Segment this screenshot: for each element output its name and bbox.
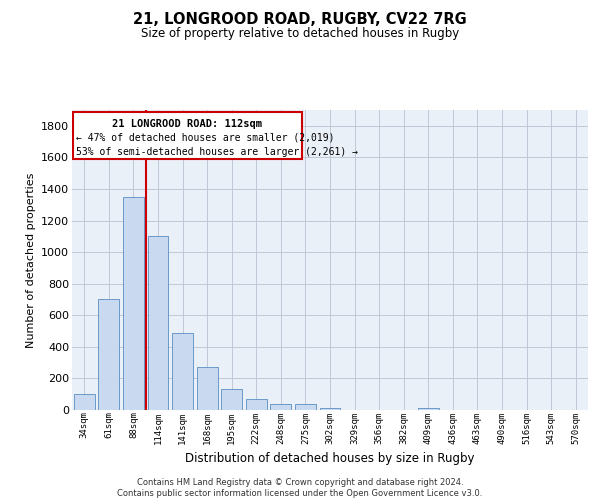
Bar [246,399,267,410]
X-axis label: Distribution of detached houses by size in Rugby: Distribution of detached houses by size … [185,452,475,465]
Y-axis label: Number of detached properties: Number of detached properties [26,172,35,348]
Text: Size of property relative to detached houses in Rugby: Size of property relative to detached ho… [141,28,459,40]
Text: 21, LONGROOD ROAD, RUGBY, CV22 7RG: 21, LONGROOD ROAD, RUGBY, CV22 7RG [133,12,467,28]
FancyBboxPatch shape [73,112,302,159]
Bar [320,408,340,410]
Bar [172,332,193,410]
Bar [271,404,292,410]
Text: 53% of semi-detached houses are larger (2,261) →: 53% of semi-detached houses are larger (… [76,147,358,157]
Bar [74,394,95,410]
Text: ← 47% of detached houses are smaller (2,019): ← 47% of detached houses are smaller (2,… [76,133,334,143]
Bar [148,236,169,410]
Text: 21 LONGROOD ROAD: 112sqm: 21 LONGROOD ROAD: 112sqm [112,119,262,129]
Text: Contains HM Land Registry data © Crown copyright and database right 2024.
Contai: Contains HM Land Registry data © Crown c… [118,478,482,498]
Bar [197,368,218,410]
Bar [123,197,144,410]
Bar [98,300,119,410]
Bar [295,404,316,410]
Bar [418,408,439,410]
Bar [221,388,242,410]
